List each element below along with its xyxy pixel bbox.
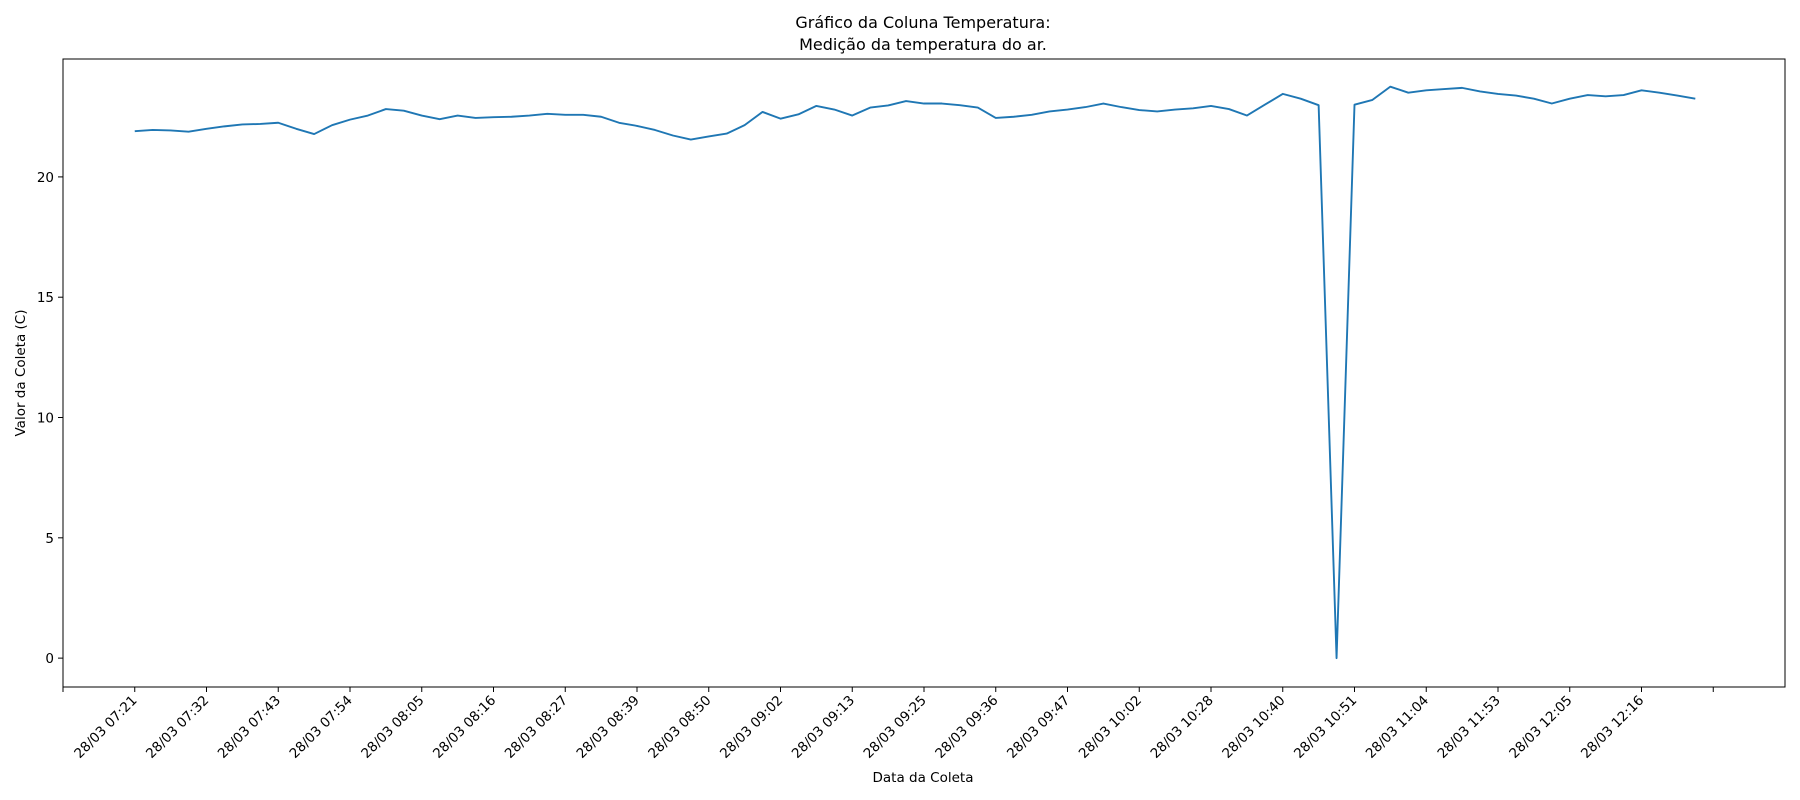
x-tick-label: 28/03 08:27 [502, 693, 571, 762]
x-tick-label: 28/03 07:32 [143, 693, 212, 762]
x-axis: 28/03 07:21 28/03 07:32 28/03 07:43 28/03 0… [62, 687, 1714, 762]
x-tick-label: 28/03 09:02 [717, 693, 786, 762]
x-tick-label: 28/03 11:53 [1434, 693, 1503, 762]
y-axis-label: Valor da Coleta (C) [13, 309, 29, 436]
x-tick-label: 28/03 09:25 [860, 693, 929, 762]
x-tick-label: 28/03 12:05 [1506, 693, 1575, 762]
y-tick-label: 20 [37, 170, 54, 186]
x-tick-label: 28/03 12:16 [1578, 693, 1647, 762]
plot-frame [62, 58, 1786, 688]
x-tick-label: 28/03 08:05 [358, 693, 427, 762]
y-tick-label: 5 [45, 531, 54, 547]
x-tick-label: 28/03 10:28 [1147, 693, 1216, 762]
chart-title: Gráfico da Coluna Temperatura: [795, 13, 1050, 32]
x-tick-label: 28/03 09:47 [1004, 693, 1073, 762]
x-tick-label: 28/03 09:13 [789, 693, 858, 762]
chart-subtitle: Medição da temperatura do ar. [799, 35, 1047, 54]
y-tick-label: 10 [37, 411, 54, 427]
temperature-series-line [134, 85, 1696, 660]
x-axis-label: Data da Coleta [873, 770, 974, 786]
x-tick-label: 28/03 08:16 [430, 693, 499, 762]
y-axis: 0 5 10 15 20 [37, 170, 63, 667]
x-tick-label: 28/03 10:51 [1291, 693, 1360, 762]
x-tick-label: 28/03 10:40 [1219, 693, 1288, 762]
x-tick-label: 28/03 07:21 [71, 693, 140, 762]
x-tick-label: 28/03 11:04 [1363, 693, 1432, 762]
x-tick-label: 28/03 07:43 [215, 693, 284, 762]
y-tick-label: 0 [45, 651, 54, 667]
x-tick-label: 28/03 09:36 [932, 693, 1001, 762]
plot-area [134, 85, 1696, 660]
y-tick-label: 15 [37, 290, 54, 306]
x-tick-label: 28/03 07:54 [286, 693, 355, 762]
x-tick-label: 28/03 08:39 [573, 693, 642, 762]
x-tick-label: 28/03 10:02 [1076, 693, 1145, 762]
x-tick-label: 28/03 08:50 [645, 693, 714, 762]
